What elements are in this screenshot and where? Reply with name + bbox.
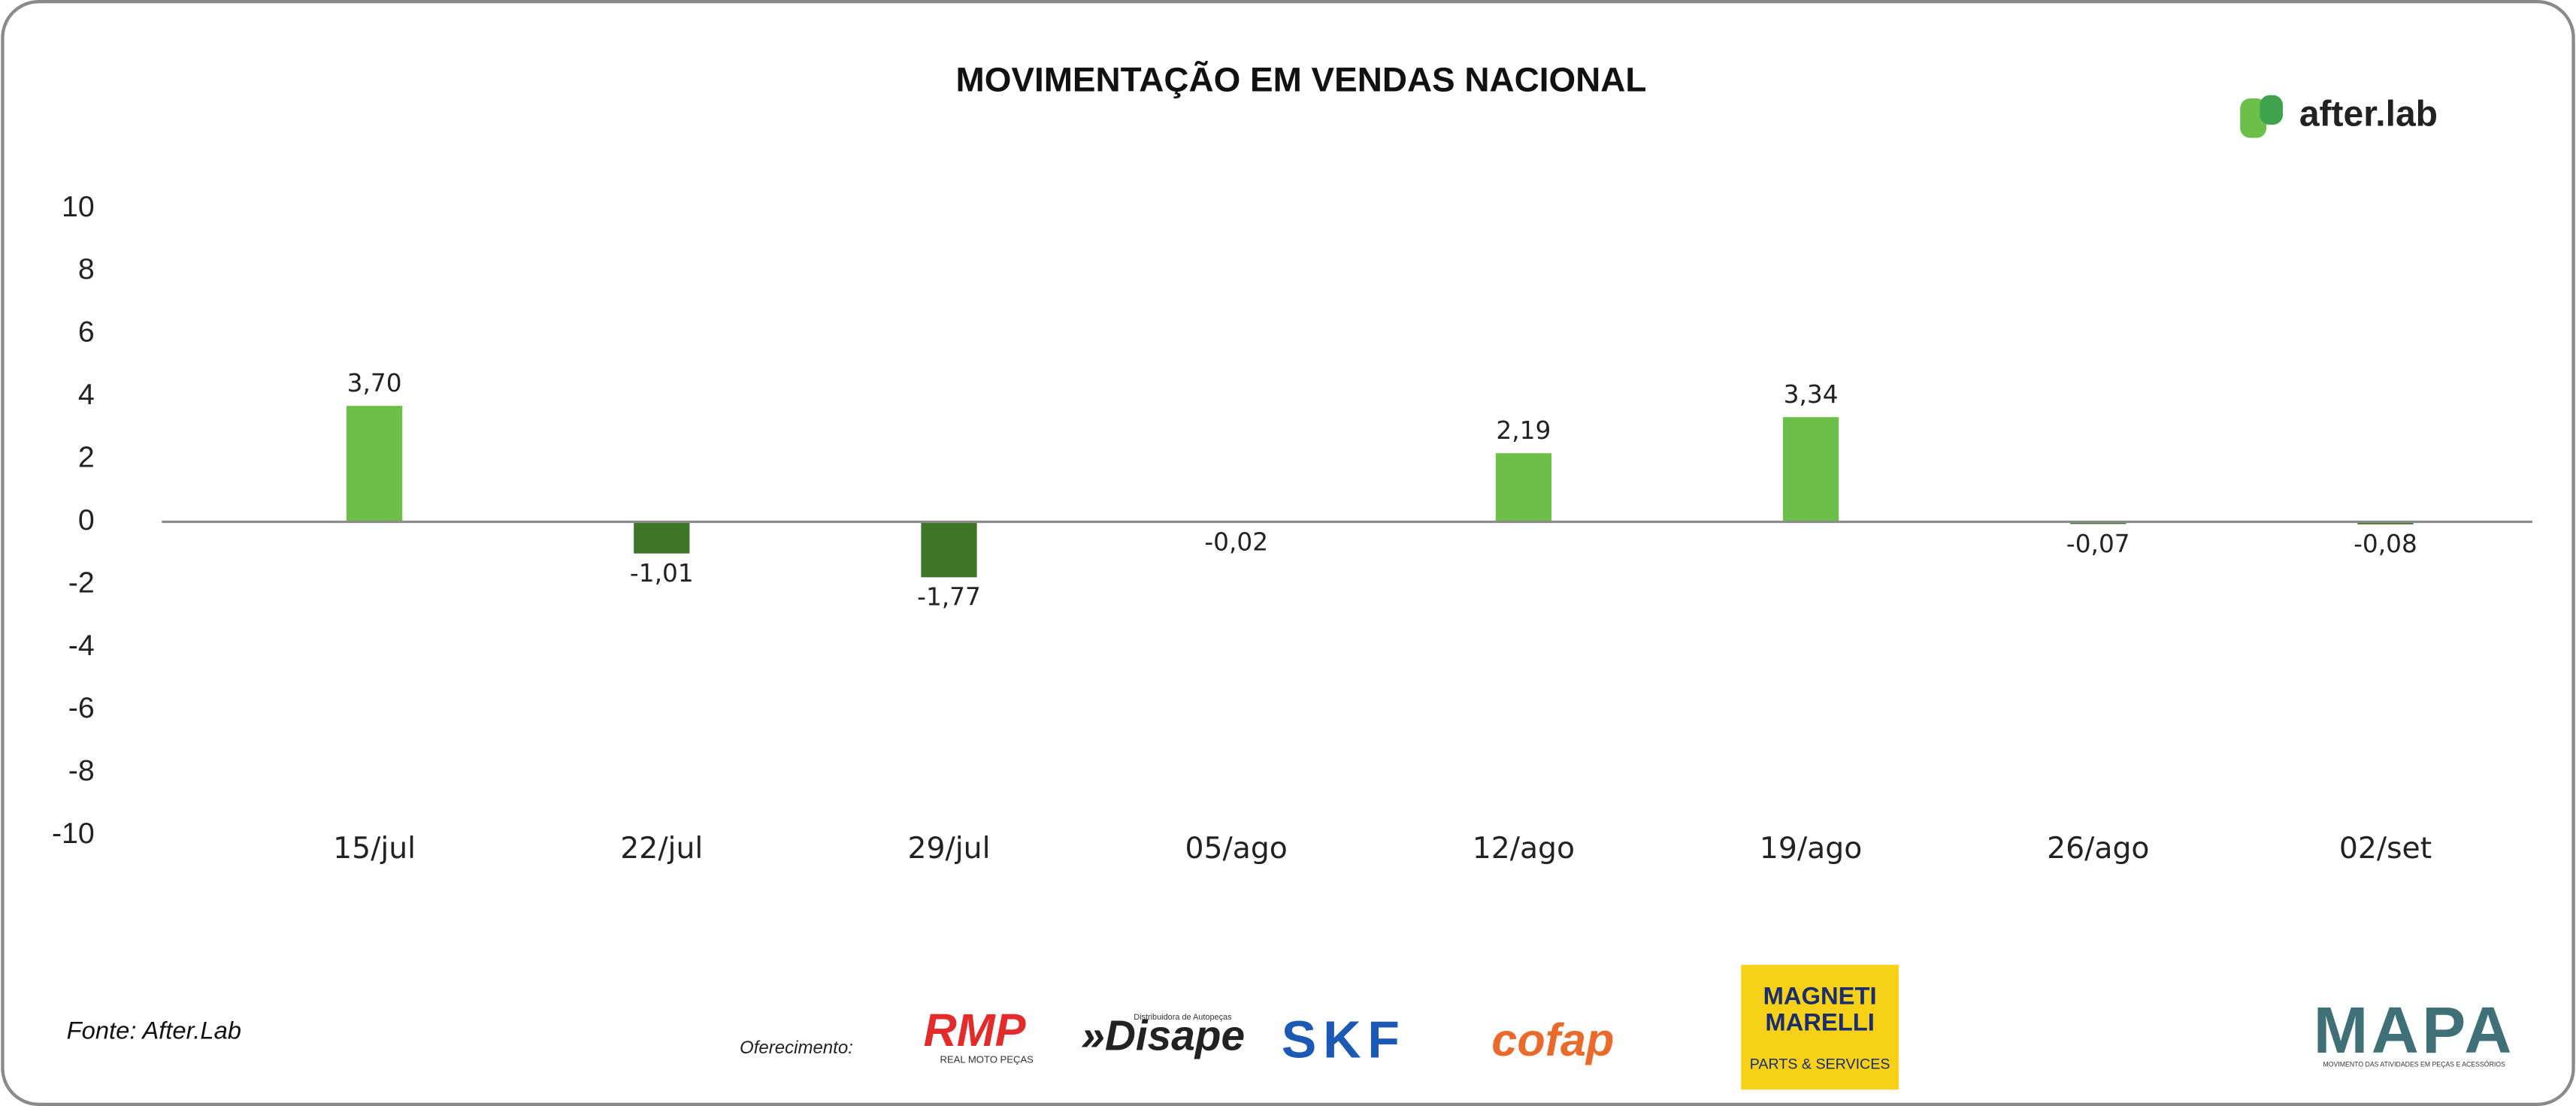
- data-label: 3,70: [347, 369, 402, 397]
- logo-text: after.lab: [2299, 95, 2438, 134]
- y-tick-label: -6: [68, 691, 95, 724]
- y-tick-label: 8: [78, 252, 95, 286]
- disape-sub: Distribuidora de Autopeças: [1134, 1013, 1232, 1022]
- bar: [346, 406, 403, 522]
- rmp-sub: REAL MOTO PEÇAS: [940, 1053, 1034, 1065]
- y-tick-label: -4: [68, 629, 95, 662]
- y-tick-label: 4: [78, 378, 95, 411]
- y-tick-label: 2: [78, 440, 95, 473]
- marelli-box: [1741, 965, 1899, 1090]
- skf-logo: SKF: [1282, 1010, 1406, 1068]
- bar: [634, 521, 690, 554]
- x-tick-label: 12/ago: [1473, 832, 1575, 866]
- sponsor-logos: RMP REAL MOTO PEÇAS »Disape Distribuidor…: [924, 965, 2515, 1090]
- x-tick-label: 02/set: [2339, 832, 2432, 866]
- y-tick-label: -8: [68, 754, 95, 787]
- data-label: 3,34: [1784, 380, 1839, 409]
- mapa-logo: MAPA: [2314, 993, 2515, 1067]
- x-tick-label: 26/ago: [2047, 832, 2149, 866]
- magneti-logo: MAGNETI: [1763, 982, 1877, 1010]
- data-label: -0,02: [1204, 528, 1268, 557]
- x-tick-label: 22/jul: [620, 832, 703, 866]
- data-label: 2,19: [1496, 416, 1551, 445]
- data-label: -1,01: [630, 559, 694, 588]
- logo-shape: [2260, 95, 2283, 125]
- cofap-logo: cofap: [1491, 1014, 1614, 1065]
- rmp-logo: RMP: [924, 1005, 1026, 1056]
- data-label: -1,77: [917, 583, 981, 612]
- y-tick-label: 0: [78, 503, 95, 536]
- disape-logo: »Disape: [1081, 1012, 1245, 1059]
- y-tick-label: -10: [52, 817, 95, 850]
- x-tick-label: 19/ago: [1760, 832, 1862, 866]
- y-tick-label: 10: [62, 190, 95, 223]
- marelli-logo: MARELLI: [1765, 1008, 1875, 1035]
- y-tick-label: 6: [78, 316, 95, 349]
- sponsor-label: Oferecimento:: [740, 1038, 853, 1058]
- after-lab-logo: after.lab: [2240, 95, 2438, 138]
- x-tick-label: 15/jul: [333, 832, 416, 866]
- chart-title: MOVIMENTAÇÃO EM VENDAS NACIONAL: [956, 59, 1647, 98]
- marelli-sub: PARTS & SERVICES: [1750, 1056, 1890, 1073]
- source: Fonte: After.Lab: [67, 1016, 241, 1044]
- bar: [921, 521, 977, 578]
- bar: [2357, 521, 2414, 524]
- bar: [1782, 417, 1839, 522]
- x-tick-label: 05/ago: [1185, 832, 1288, 866]
- x-tick-label: 29/jul: [908, 832, 991, 866]
- bar: [1495, 453, 1552, 522]
- y-tick-label: -2: [68, 566, 95, 599]
- mapa-sub: MOVIMENTO DAS ATIVIDADES EM PEÇAS E ACES…: [2323, 1061, 2506, 1068]
- data-label: -0,07: [2066, 530, 2130, 558]
- data-label: -0,08: [2354, 530, 2417, 558]
